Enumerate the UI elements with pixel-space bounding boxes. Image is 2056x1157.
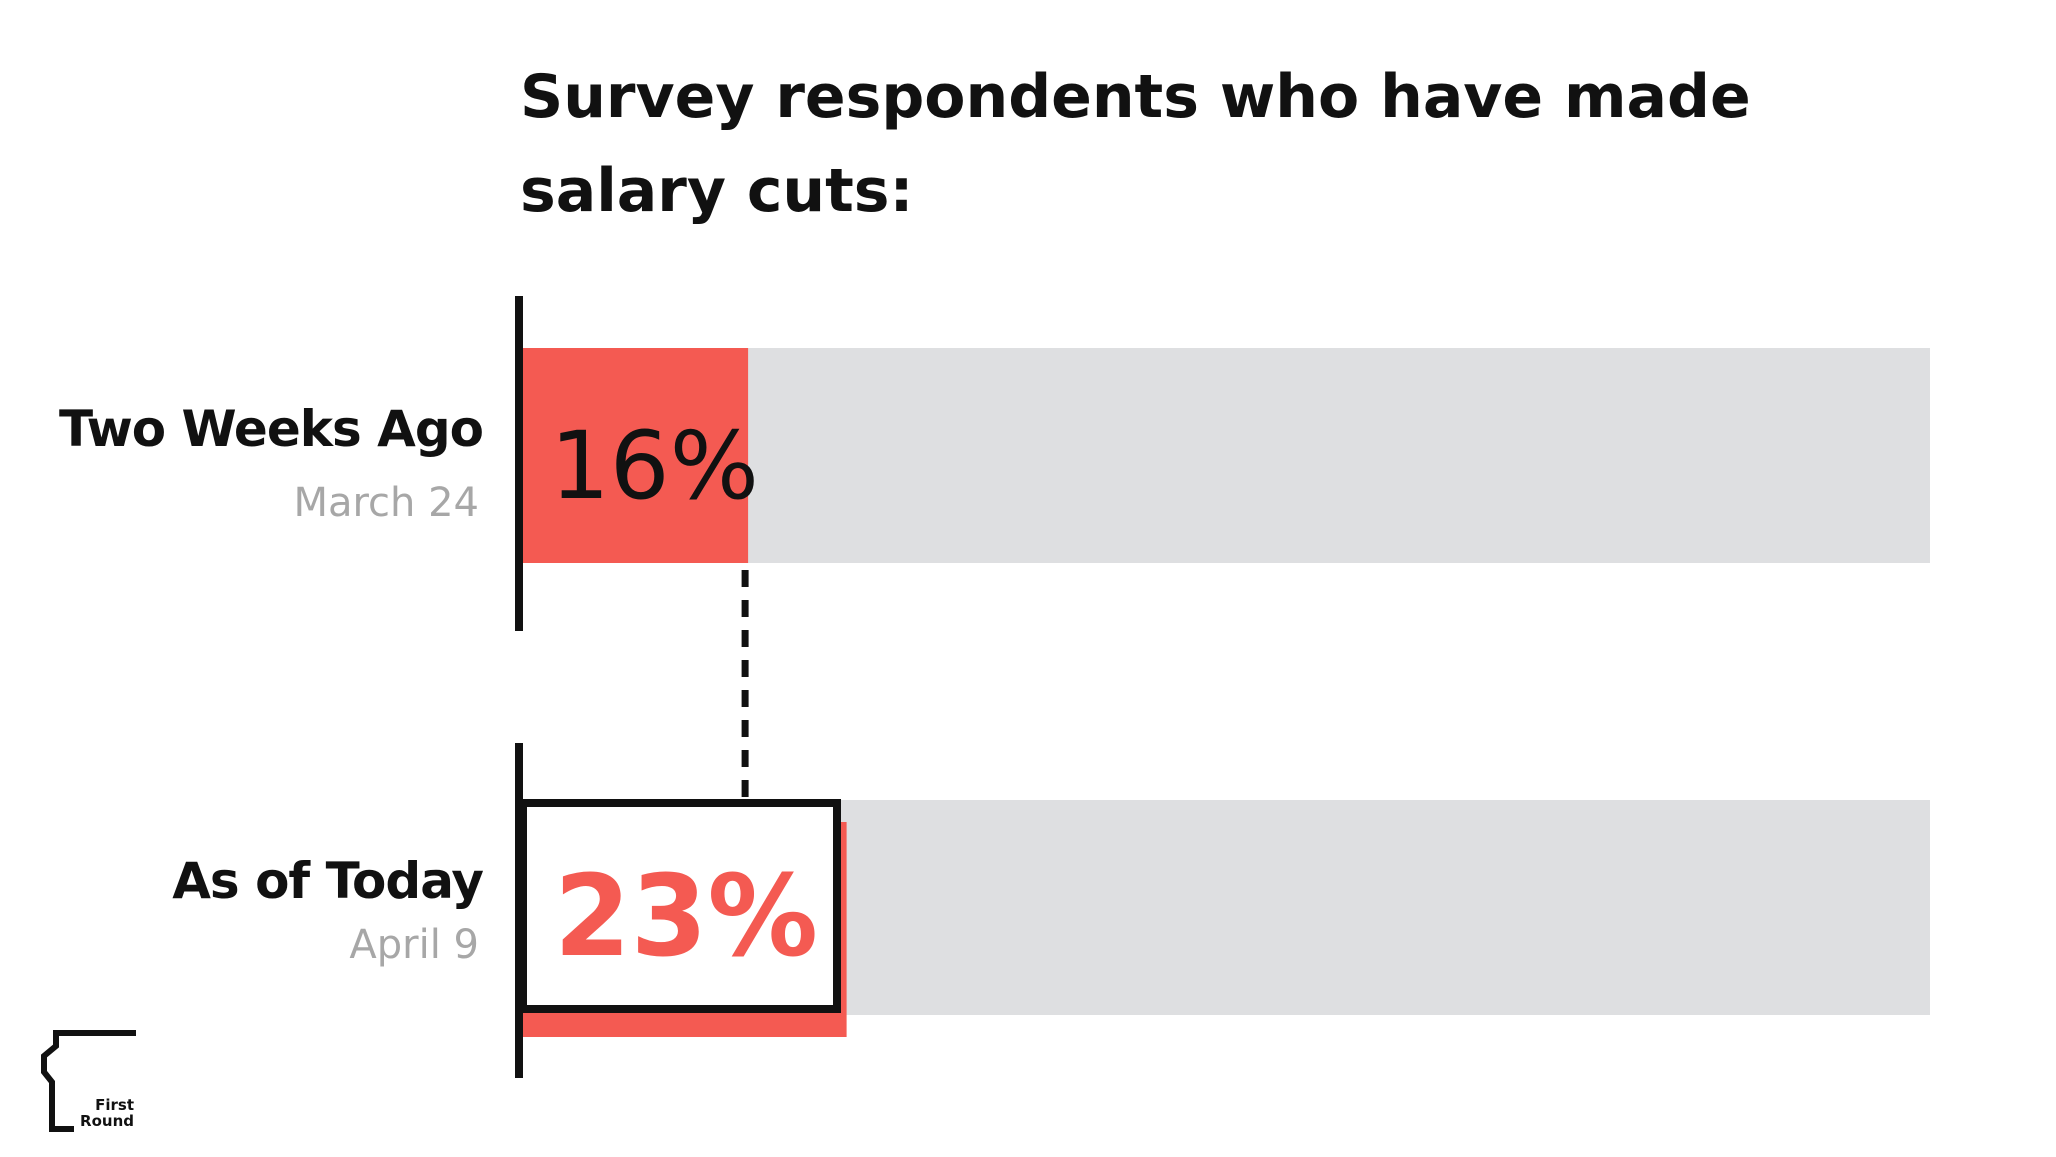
date-label: March 24 bbox=[293, 480, 479, 526]
chart-title: Survey respondents who have made salary … bbox=[520, 62, 1751, 226]
first-round-logo: First Round bbox=[41, 1030, 136, 1132]
bar-group-as-of-today: As of Today April 9 23% bbox=[172, 743, 1930, 1078]
bar-track bbox=[523, 348, 1930, 563]
category-label: As of Today bbox=[172, 852, 483, 910]
value-label: 16% bbox=[550, 412, 759, 521]
value-label: 23% bbox=[554, 852, 818, 982]
category-label: Two Weeks Ago bbox=[59, 400, 483, 458]
bar-two-weeks-ago bbox=[523, 348, 749, 563]
bar-group-two-weeks-ago: Two Weeks Ago March 24 16% bbox=[59, 296, 1930, 631]
date-label: April 9 bbox=[349, 922, 479, 968]
logo-text-round: Round bbox=[80, 1112, 134, 1130]
logo-text-first: First bbox=[95, 1096, 134, 1114]
